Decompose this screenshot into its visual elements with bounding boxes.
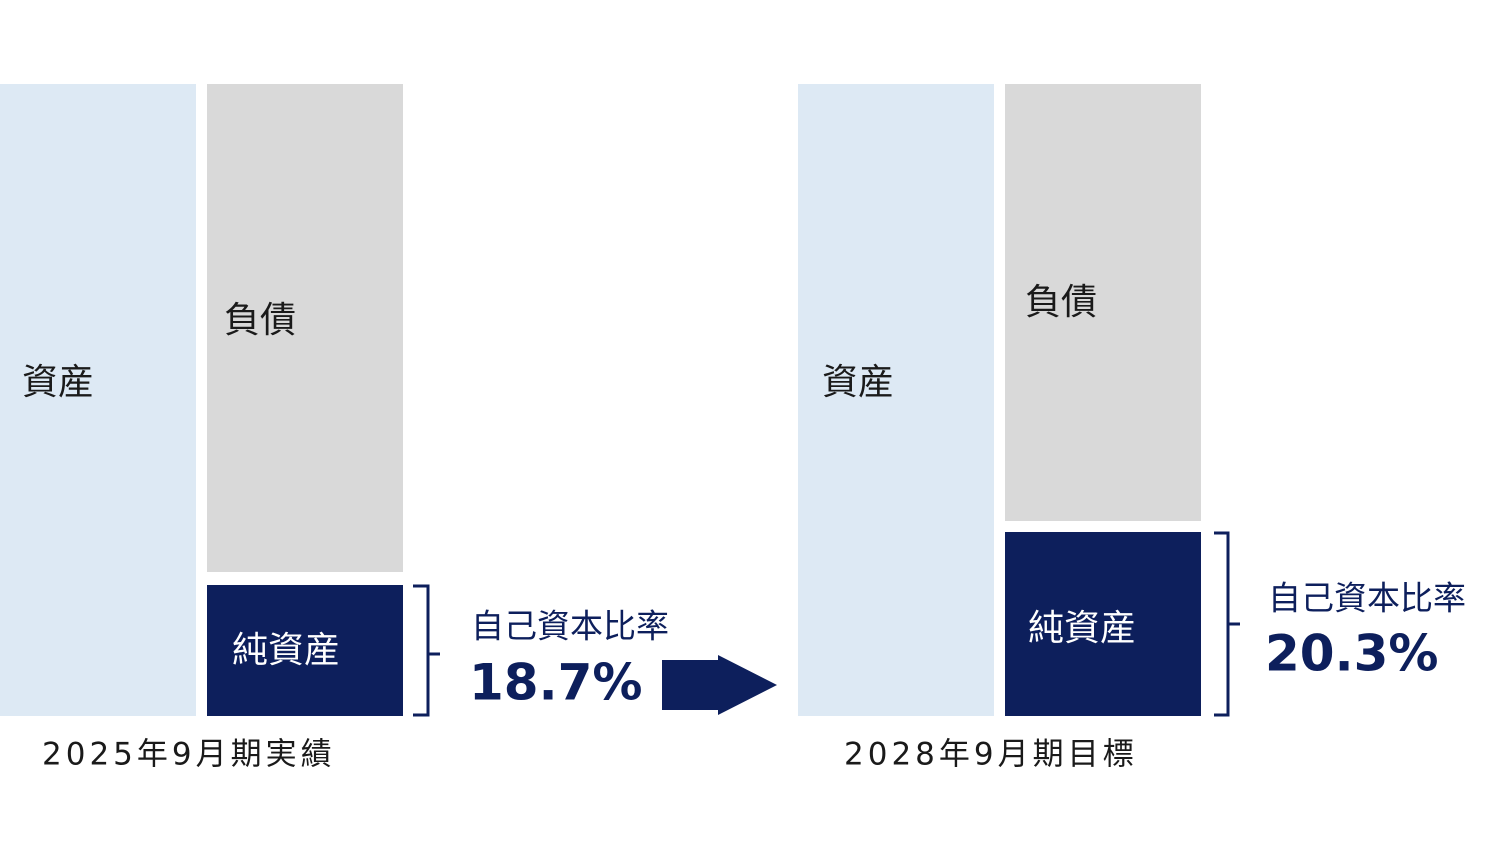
period-label: 2028年9月期目標	[844, 737, 1138, 773]
liabilities-box	[207, 84, 403, 572]
bracket	[413, 584, 440, 717]
net-assets-box	[1005, 532, 1201, 716]
ratio-value: 20.3%	[1265, 625, 1438, 683]
liabilities-label: 負債	[224, 300, 296, 341]
liabilities-label: 負債	[1025, 282, 1097, 323]
period-label: 2025年9月期実績	[42, 737, 336, 773]
arrow	[662, 655, 777, 715]
net-assets-label: 純資産	[232, 630, 340, 671]
ratio-label: 自己資本比率	[1268, 579, 1466, 618]
net-assets-label: 純資産	[1028, 608, 1136, 649]
assets-box	[0, 84, 196, 716]
liabilities-box	[1005, 84, 1201, 521]
assets-label: 資産	[822, 362, 894, 403]
bracket	[1214, 531, 1240, 717]
net-assets-box	[207, 585, 403, 716]
assets-label: 資産	[22, 362, 94, 403]
ratio-value: 18.7%	[469, 654, 642, 712]
ratio-label: 自己資本比率	[471, 607, 669, 646]
assets-box	[798, 84, 994, 716]
